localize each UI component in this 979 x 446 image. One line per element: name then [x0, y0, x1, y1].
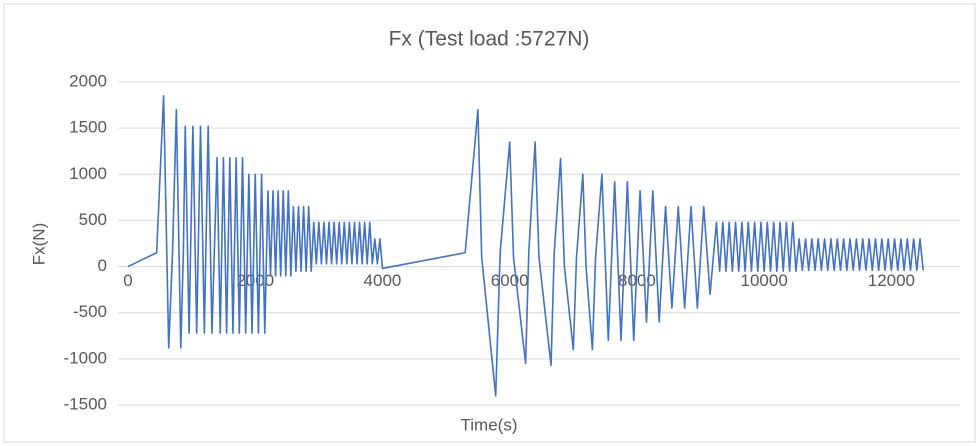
y-tick-label: 2000: [69, 71, 107, 90]
y-axis-label: Fx(N): [29, 223, 48, 265]
x-tick-label: 0: [123, 271, 132, 290]
y-tick-label: 0: [98, 256, 107, 275]
x-tick-label: 2000: [236, 271, 274, 290]
y-tick-label: -1500: [64, 394, 107, 413]
y-tick-label: 1000: [69, 164, 107, 183]
y-tick-label: 500: [79, 210, 107, 229]
y-tick-label: 1500: [69, 118, 107, 137]
x-axis-label: Time(s): [461, 415, 518, 434]
y-tick-label: -1000: [64, 348, 107, 367]
x-tick-label: 4000: [364, 271, 402, 290]
x-tick-label: 10000: [741, 271, 788, 290]
x-tick-label: 6000: [491, 271, 529, 290]
y-tick-label: -500: [73, 302, 107, 321]
x-tick-label: 12000: [868, 271, 915, 290]
series-line: [127, 95, 924, 397]
chart-title: Fx (Test load :5727N): [389, 28, 590, 51]
chart-frame: [3, 3, 976, 443]
